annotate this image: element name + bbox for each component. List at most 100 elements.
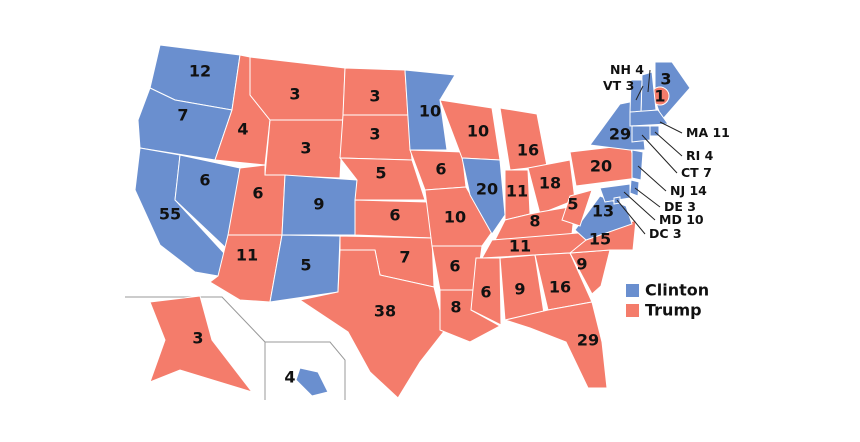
state-votes: 12 [189,62,211,81]
callout-label: DC 3 [649,226,682,241]
state-votes: 10 [419,102,441,121]
state-votes: 16 [517,141,539,160]
state-votes: 5 [300,256,311,275]
state-votes: 29 [577,331,599,350]
states [134,44,691,399]
state-votes: 6 [480,283,491,302]
state [298,249,446,399]
state-abbr: MD [659,212,682,227]
state-votes: 38 [374,302,396,321]
legend-label: Clinton [645,281,709,300]
callout-label: MD 10 [659,212,704,227]
state-abbr: DE [664,199,683,214]
state [264,119,344,179]
state [295,367,329,397]
state [461,157,506,235]
state [424,186,493,247]
state-votes: 3 [687,199,696,214]
leader-line [637,165,667,192]
state-votes: 20 [476,180,498,199]
state-votes: 7 [399,248,410,267]
state-votes: 6 [252,184,263,203]
state-votes: 9 [576,255,587,274]
state-votes: 3 [289,85,300,104]
state-votes: 11 [236,246,258,265]
small-state [629,109,669,127]
state-votes: 3 [300,139,311,158]
state-votes: 16 [549,278,571,297]
leader-line [654,131,683,157]
inset-border [125,296,266,400]
leader-line [659,121,683,134]
state-votes: 3 [673,226,682,241]
state-votes: 55 [159,205,181,224]
state-votes: 6 [449,257,460,276]
state-abbr: NH [610,62,631,77]
state-votes: 3 [369,125,380,144]
state-votes: 9 [313,195,324,214]
state-votes: 3 [369,87,380,106]
state-votes: 10 [444,208,466,227]
state-votes: 4 [705,148,714,163]
callout-label: NH 4 [610,62,644,77]
state-votes: 4 [284,368,295,387]
callout-label: NJ 14 [670,183,707,198]
state [338,157,426,201]
state-votes: 4 [635,62,644,77]
state-votes: 18 [539,174,561,193]
leader-line [647,69,651,93]
state-votes: 8 [450,298,461,317]
leader-line [634,187,661,208]
state-votes: 10 [467,122,489,141]
state-votes: 4 [237,120,248,139]
state-votes: 13 [592,202,614,221]
legend-swatch [626,304,639,317]
state-votes: 8 [529,212,540,231]
state-votes: 5 [567,195,578,214]
state-votes: 11 [506,182,528,201]
callout-label: CT 7 [681,165,712,180]
state-abbr: DC [649,226,669,241]
state-votes: 6 [199,171,210,190]
state-votes: 11 [712,125,729,140]
small-state [631,125,651,143]
small-state [629,179,640,197]
state-votes: 29 [609,125,631,144]
state [470,257,502,326]
state-votes: 20 [590,157,612,176]
state-abbr: NJ [670,183,685,198]
state-votes: 5 [375,164,386,183]
state-votes: 3 [626,78,635,93]
callout-label: RI 4 [686,148,714,163]
callout-label: DE 3 [664,199,696,214]
state-votes: 9 [514,280,525,299]
legend-swatch [626,284,639,297]
legend-label: Trump [645,301,702,320]
state-abbr: MA [686,125,708,140]
state [499,107,548,171]
state-votes: 6 [435,160,446,179]
state-votes: 11 [509,237,531,256]
callout-label: MA 11 [686,125,730,140]
state-votes: 7 [703,165,712,180]
state [561,189,593,227]
callout-label: VT 3 [603,78,634,93]
state-votes: 3 [660,70,671,89]
state [149,295,254,393]
state-votes: 7 [177,106,188,125]
leader-line [623,191,656,221]
state-abbr: RI [686,148,700,163]
small-state [631,149,644,181]
state-votes: 6 [389,206,400,225]
state-votes: 14 [689,183,707,198]
leader-line [616,199,646,235]
inset-border [265,341,346,400]
state-votes: 15 [589,230,611,249]
state-votes: 3 [192,329,203,348]
state [404,69,456,151]
leader-line [641,134,678,174]
state [503,301,608,389]
state-abbr: CT [681,165,699,180]
